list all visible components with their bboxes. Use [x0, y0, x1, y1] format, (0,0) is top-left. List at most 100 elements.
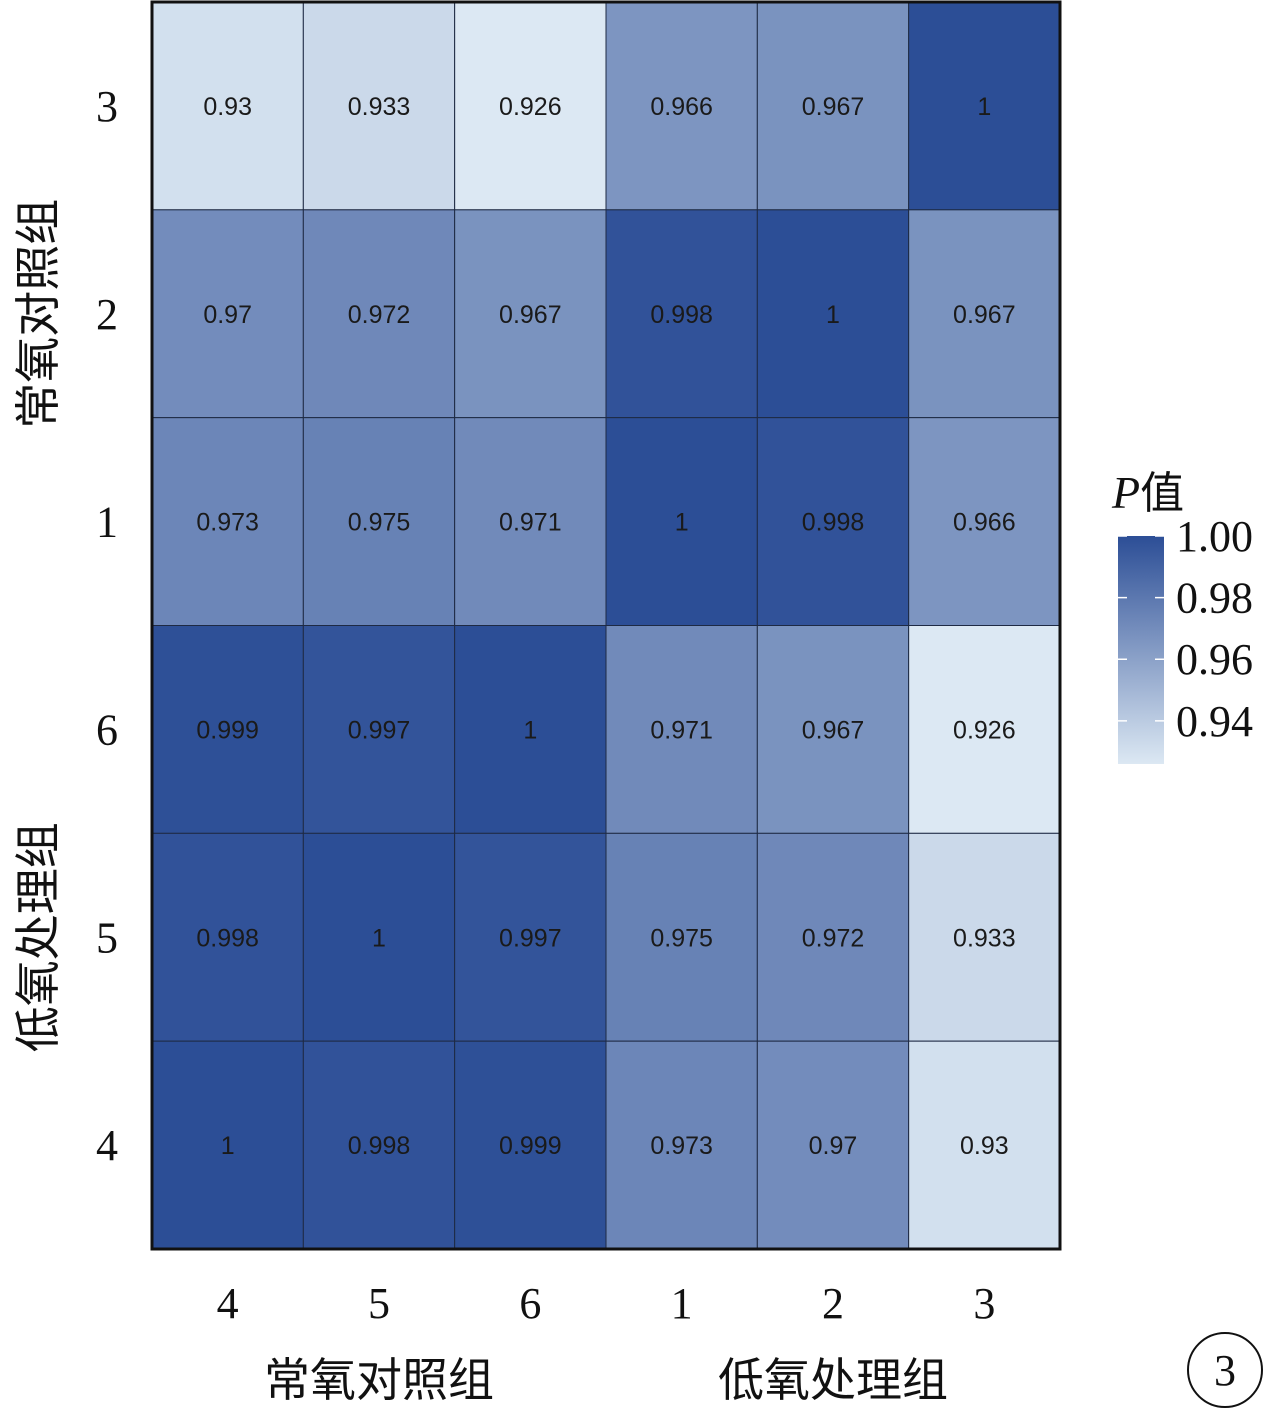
heatmap-cell: [605, 1040, 758, 1250]
legend-tick-label: 0.96: [1176, 635, 1253, 684]
heatmap-cell: [756, 417, 910, 626]
heatmap-cell: [151, 625, 304, 834]
heatmap-cell: [151, 417, 304, 626]
cell-value-label: 0.967: [802, 716, 865, 744]
x-group-label: 常氧对照组: [264, 1353, 494, 1407]
heatmap-cell: [908, 417, 1061, 626]
heatmap-cell: [151, 1040, 304, 1250]
heatmap-cell: [908, 209, 1061, 419]
cell-value-label: 0.999: [196, 716, 259, 744]
cell-value-label: 0.926: [499, 93, 562, 121]
heatmap-cell: [454, 832, 607, 1042]
heatmap-cell: [151, 209, 304, 419]
cell-value-label: 0.999: [499, 1132, 562, 1160]
cell-value-label: 1: [675, 509, 689, 537]
cell-value-label: 1: [523, 716, 537, 744]
cell-value-label: 0.972: [348, 301, 411, 329]
heatmap-cell: [151, 832, 304, 1042]
panel-number-badge: 3: [1187, 1332, 1263, 1408]
cell-value-label: 0.926: [953, 716, 1016, 744]
cell-value-label: 1: [372, 924, 386, 952]
legend-tick-label: 1.00: [1176, 512, 1253, 561]
heatmap-cell: [302, 417, 456, 626]
y-group-label: 常氧对照组: [11, 199, 65, 429]
x-tick-label: 6: [519, 1279, 541, 1328]
cell-value-label: 0.97: [203, 301, 252, 329]
heatmap-cell: [756, 832, 910, 1042]
y-tick-label: 3: [96, 82, 118, 131]
cell-value-label: 0.972: [802, 924, 865, 952]
cell-value-label: 0.966: [953, 509, 1016, 537]
y-tick-label: 6: [96, 705, 118, 754]
heatmap-cell: [302, 209, 456, 419]
cell-value-label: 0.93: [960, 1132, 1009, 1160]
heatmap-cell: [605, 625, 758, 834]
cell-value-label: 0.997: [348, 716, 411, 744]
panel-number-text: 3: [1214, 1346, 1236, 1395]
heatmap-cell: [756, 625, 910, 834]
x-axis-ticks: 4 5 6 1 2 3: [217, 1279, 996, 1328]
cell-value-label: 0.933: [953, 924, 1016, 952]
heatmap-cell: [605, 417, 758, 626]
x-axis-group-labels: 常氧对照组 低氧处理组: [264, 1353, 948, 1407]
cell-value-label: 0.998: [650, 301, 713, 329]
cell-value-label: 0.97: [809, 1132, 858, 1160]
heatmap-cell: [756, 1, 910, 211]
color-legend: P值 1.00 0.98 0.96 0.94: [1111, 467, 1253, 764]
cell-value-label: 0.975: [650, 924, 713, 952]
heatmap-cell: [605, 209, 758, 419]
heatmap-cell: [908, 1040, 1061, 1250]
heatmap-cell: [756, 1040, 910, 1250]
y-group-label: 低氧处理组: [11, 822, 65, 1052]
heatmap-cell: [302, 1, 456, 211]
plot-border: [150, 0, 1062, 1251]
cell-value-label: 0.93: [203, 93, 252, 121]
heatmap-cell: [302, 832, 456, 1042]
cell-value-label: 1: [221, 1132, 235, 1160]
heatmap-cell-labels: 0.93 0.933 0.926 0.966 0.967 1 0.97 0.972 0.967 0…: [196, 93, 1015, 1160]
cell-value-label: 0.998: [802, 509, 865, 537]
heatmap-cell: [454, 625, 607, 834]
legend-tick-label: 0.98: [1176, 574, 1253, 623]
x-tick-label: 4: [217, 1279, 239, 1328]
y-tick-label: 5: [96, 913, 118, 962]
cell-value-label: 1: [826, 301, 840, 329]
cell-value-label: 0.967: [802, 93, 865, 121]
y-tick-label: 4: [96, 1121, 118, 1170]
legend-color-bar: [1118, 536, 1164, 764]
heatmap-cells: [151, 1, 1061, 1250]
y-axis-ticks: 3 2 1 6 5 4: [96, 82, 118, 1170]
heatmap-cell: [908, 1, 1061, 211]
legend-title-italic: P: [1111, 467, 1140, 518]
legend-tick-label: 0.94: [1176, 697, 1253, 746]
heatmap-cell: [302, 625, 456, 834]
cell-value-label: 0.933: [348, 93, 411, 121]
legend-ticks: 1.00 0.98 0.96 0.94: [1118, 512, 1253, 746]
cell-value-label: 0.998: [196, 924, 259, 952]
cell-value-label: 0.997: [499, 924, 562, 952]
x-tick-label: 2: [822, 1279, 844, 1328]
legend-title-rest: 值: [1140, 468, 1184, 519]
cell-value-label: 0.975: [348, 509, 411, 537]
x-group-label: 低氧处理组: [718, 1353, 948, 1407]
cell-value-label: 0.971: [650, 716, 713, 744]
heatmap-cell: [605, 832, 758, 1042]
cell-value-label: 0.967: [499, 301, 562, 329]
x-tick-label: 5: [368, 1279, 390, 1328]
cell-value-label: 0.966: [650, 93, 713, 121]
legend-title: P值: [1111, 467, 1184, 519]
y-tick-label: 1: [96, 498, 118, 547]
cell-value-label: 1: [977, 93, 991, 121]
cell-value-label: 0.998: [348, 1132, 411, 1160]
cell-value-label: 0.971: [499, 509, 562, 537]
cell-value-label: 0.973: [196, 509, 259, 537]
x-tick-label: 3: [973, 1279, 995, 1328]
heatmap-cell: [151, 1, 304, 211]
y-tick-label: 2: [96, 290, 118, 339]
x-tick-label: 1: [671, 1279, 693, 1328]
cell-value-label: 0.967: [953, 301, 1016, 329]
heatmap-cell: [454, 417, 607, 626]
cell-value-label: 0.973: [650, 1132, 713, 1160]
